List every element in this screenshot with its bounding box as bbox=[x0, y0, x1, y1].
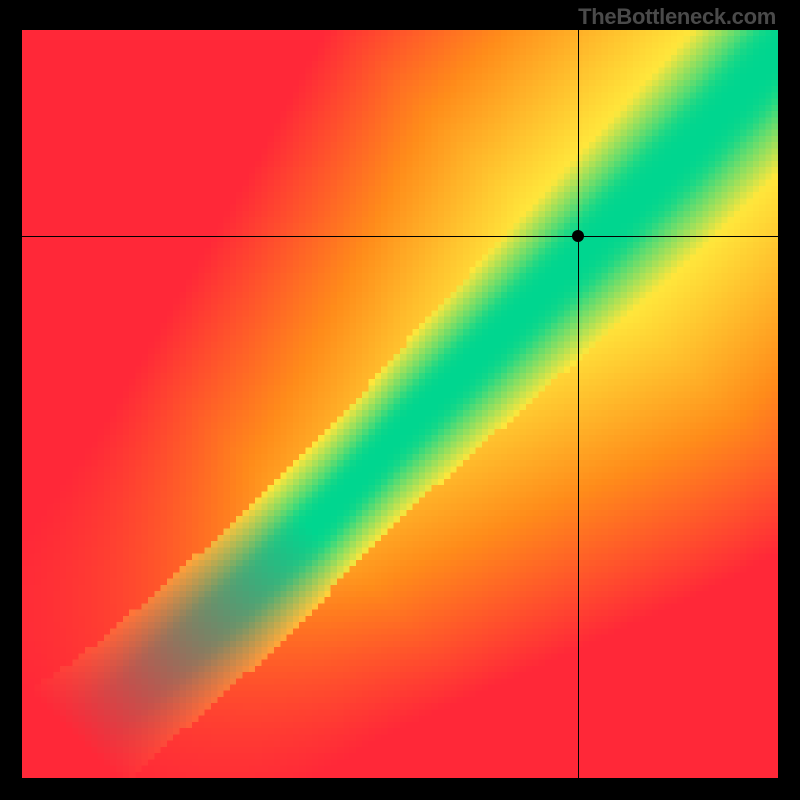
watermark-text: TheBottleneck.com bbox=[578, 4, 776, 30]
heatmap-canvas bbox=[22, 30, 778, 778]
crosshair-vertical bbox=[578, 30, 579, 778]
bottleneck-heatmap bbox=[22, 30, 778, 778]
crosshair-horizontal bbox=[22, 236, 778, 237]
crosshair-marker bbox=[572, 230, 584, 242]
